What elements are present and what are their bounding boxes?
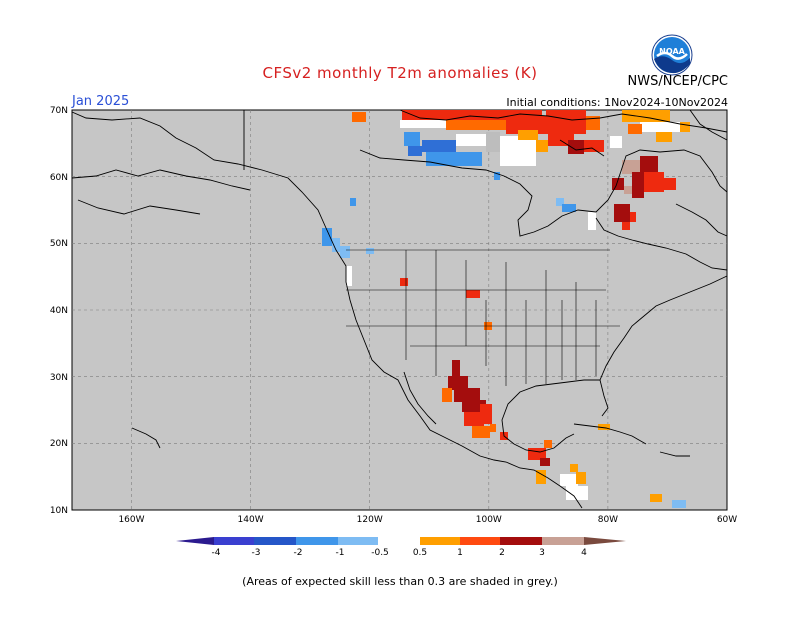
- lon-label: 80W: [598, 515, 618, 525]
- initial-conditions: Initial conditions: 1Nov2024-10Nov2024: [506, 96, 728, 109]
- agency-label: NWS/NCEP/CPC: [627, 74, 728, 89]
- lon-label: 160W: [118, 515, 144, 525]
- noaa-logo: NOAA: [651, 34, 693, 76]
- colorbar-bin: [460, 537, 500, 545]
- footnote: (Areas of expected skill less than 0.3 a…: [242, 575, 558, 588]
- colorbar-bin: [500, 537, 542, 545]
- valid-month: Jan 2025: [72, 94, 130, 109]
- colorbar-tick: 0.5: [413, 548, 427, 558]
- colorbar-tick: 4: [581, 548, 587, 558]
- colorbar-bin: [542, 537, 584, 545]
- lat-label: 60N: [50, 173, 68, 183]
- colorbar-high-arrow: [584, 537, 626, 545]
- anomaly-cells: [322, 110, 690, 508]
- colorbar-tick: -2: [294, 548, 303, 558]
- chart-title: CFSv2 monthly T2m anomalies (K): [262, 64, 538, 82]
- lat-label: 70N: [50, 106, 68, 116]
- colorbar-tick: -4: [212, 548, 221, 558]
- lon-label: 100W: [476, 515, 502, 525]
- colorbar-tick: 1: [457, 548, 463, 558]
- lat-label: 40N: [50, 306, 68, 316]
- lon-label: 120W: [357, 515, 383, 525]
- lat-label: 30N: [50, 373, 68, 383]
- colorbar-tick: 2: [499, 548, 505, 558]
- lat-label: 20N: [50, 439, 68, 449]
- colorbar-low-arrow: [176, 537, 214, 545]
- colorbar-tick: -3: [252, 548, 261, 558]
- colorbar-tick: -0.5: [371, 548, 389, 558]
- colorbar-bin: [420, 537, 460, 545]
- lon-label: 140W: [238, 515, 264, 525]
- colorbar-bin: [378, 537, 420, 545]
- state-borders: [346, 249, 620, 386]
- colorbar-tick: 3: [539, 548, 545, 558]
- colorbar-bin: [338, 537, 378, 545]
- colorbar-bin: [214, 537, 254, 545]
- lon-label: 60W: [717, 515, 737, 525]
- colorbar-tick: -1: [336, 548, 345, 558]
- logo-text: NOAA: [659, 47, 685, 56]
- colorbar-bin: [296, 537, 338, 545]
- graticule: [72, 110, 727, 510]
- colorbar-bin: [254, 537, 296, 545]
- lat-label: 10N: [50, 506, 68, 516]
- colorbar: -4 -3 -2 -1 -0.5 0.5 1 2 3 4: [176, 537, 626, 558]
- lat-label: 50N: [50, 239, 68, 249]
- coastlines: [71, 109, 728, 509]
